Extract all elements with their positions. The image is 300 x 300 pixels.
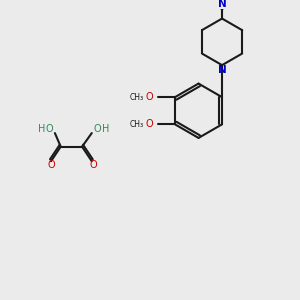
Text: O: O xyxy=(94,124,101,134)
Text: O: O xyxy=(146,119,154,129)
Text: O: O xyxy=(90,160,98,170)
Text: H: H xyxy=(38,124,45,134)
Text: H: H xyxy=(102,124,109,134)
Text: N: N xyxy=(218,65,226,75)
Text: N: N xyxy=(218,0,226,9)
Text: O: O xyxy=(47,160,55,170)
Text: CH₃: CH₃ xyxy=(130,93,144,102)
Text: CH₃: CH₃ xyxy=(130,120,144,129)
Text: O: O xyxy=(45,124,53,134)
Text: O: O xyxy=(146,92,154,102)
